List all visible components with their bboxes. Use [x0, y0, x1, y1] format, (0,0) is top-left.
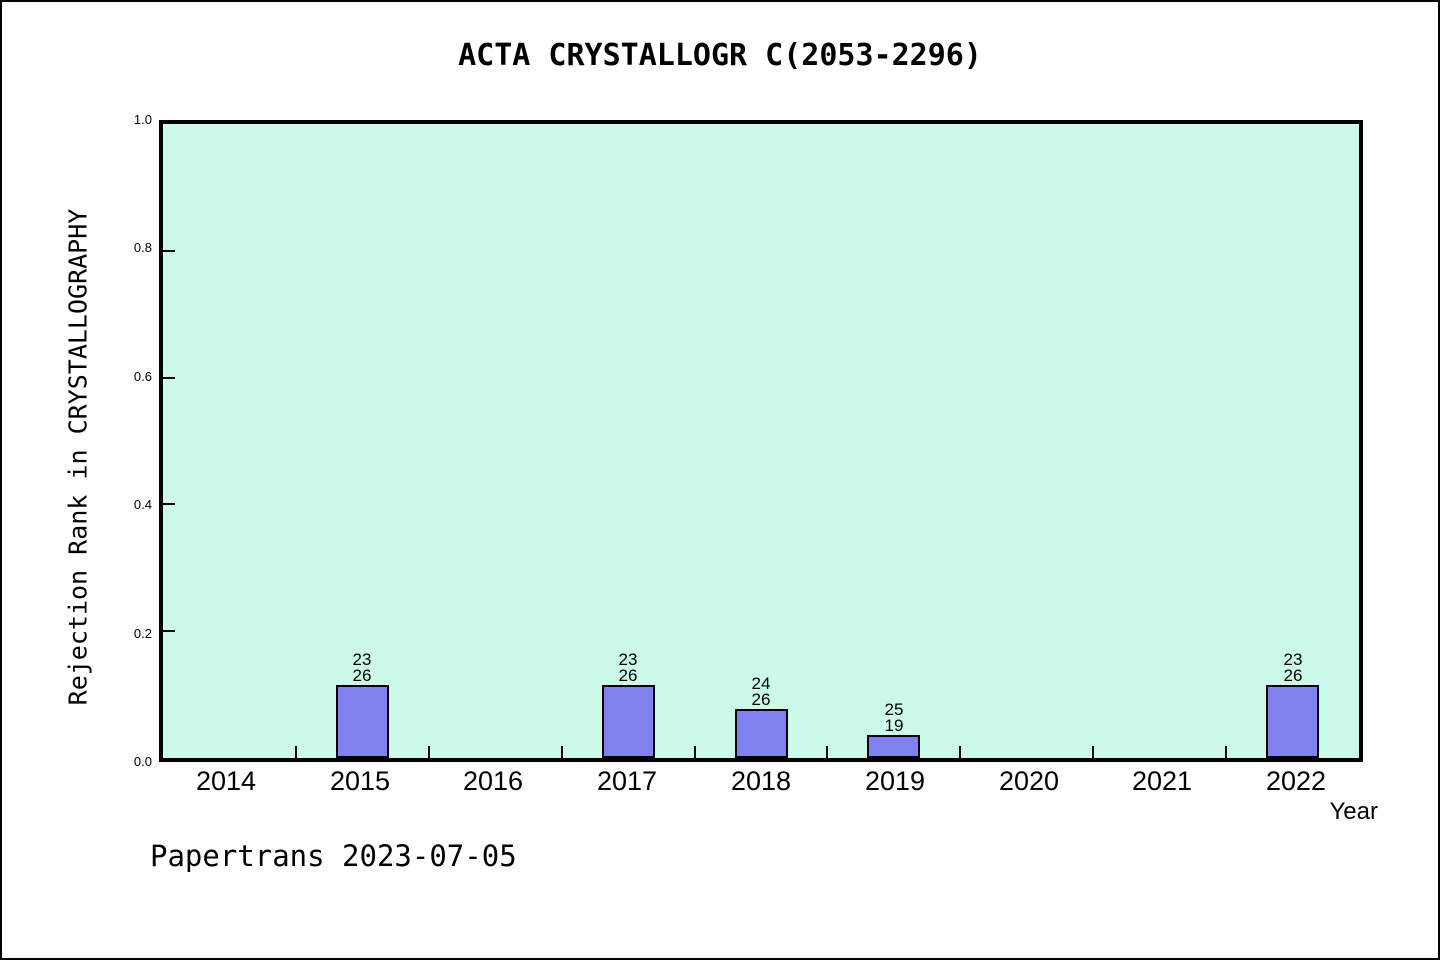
bar-label-numerator: 23 [618, 650, 638, 669]
x-tick-label-2021: 2021 [1131, 766, 1193, 796]
x-tick-label-2015: 2015 [329, 766, 391, 796]
x-tick-mark [561, 746, 563, 758]
bar-2015 [336, 685, 389, 758]
x-tick-label-2022: 2022 [1265, 766, 1327, 796]
y-tick-label-1.0: 1.0 [133, 112, 152, 127]
x-tick-label-2018: 2018 [730, 766, 792, 796]
y-tick-label-0.2: 0.2 [133, 625, 152, 641]
x-tick-label-2020: 2020 [998, 766, 1060, 796]
bar-label-numerator: 23 [1283, 650, 1303, 669]
bar-label-2018: 24 26 [716, 674, 806, 709]
x-axis-label: Year [1329, 798, 1379, 825]
x-tick-label-2016: 2016 [462, 766, 524, 796]
bar-label-denominator: 19 [884, 716, 904, 735]
y-tick-label-0.4: 0.4 [133, 497, 152, 513]
plot-inner: 23 26 23 26 24 26 25 19 23 26 [163, 124, 1359, 758]
x-tick-label-2014: 2014 [195, 766, 257, 796]
y-axis-label: Rejection Rank in CRYSTALLOGRAPHY [63, 208, 93, 706]
bar-label-numerator: 25 [884, 700, 904, 719]
bar-2022 [1266, 685, 1319, 758]
bar-label-numerator: 23 [352, 650, 372, 669]
x-tick-mark [295, 746, 297, 758]
x-tick-mark [428, 746, 430, 758]
bar-label-denominator: 26 [352, 666, 372, 685]
y-tick-mark [163, 630, 175, 632]
y-tick-label-0.8: 0.8 [133, 240, 152, 256]
bar-label-denominator: 26 [1283, 666, 1303, 685]
watermark-date: Papertrans 2023-07-05 [150, 839, 517, 873]
bar-2017 [602, 685, 655, 758]
x-tick-label-2019: 2019 [864, 766, 926, 796]
bar-label-2017: 23 26 [583, 650, 673, 685]
bar-label-numerator: 24 [751, 674, 771, 693]
y-tick-mark [163, 377, 175, 379]
plot-area: 23 26 23 26 24 26 25 19 23 26 [159, 120, 1363, 762]
bar-label-2022: 23 26 [1248, 650, 1338, 685]
x-tick-label-2017: 2017 [596, 766, 658, 796]
x-tick-mark [959, 746, 961, 758]
x-tick-mark [826, 746, 828, 758]
bar-label-denominator: 26 [618, 666, 638, 685]
x-tick-mark [1225, 746, 1227, 758]
bar-2019 [867, 735, 920, 758]
x-tick-mark [1092, 746, 1094, 758]
chart-title: ACTA CRYSTALLOGR C(2053-2296) [458, 38, 982, 73]
bar-label-denominator: 26 [751, 690, 771, 709]
y-tick-mark [163, 250, 175, 252]
y-tick-label-0.6: 0.6 [133, 368, 152, 384]
bar-label-2019: 25 19 [849, 700, 939, 735]
y-tick-label-0.0: 0.0 [133, 754, 152, 769]
bar-label-2015: 23 26 [317, 650, 407, 685]
y-tick-mark [163, 503, 175, 505]
bar-2018 [735, 709, 788, 758]
x-tick-mark [694, 746, 696, 758]
